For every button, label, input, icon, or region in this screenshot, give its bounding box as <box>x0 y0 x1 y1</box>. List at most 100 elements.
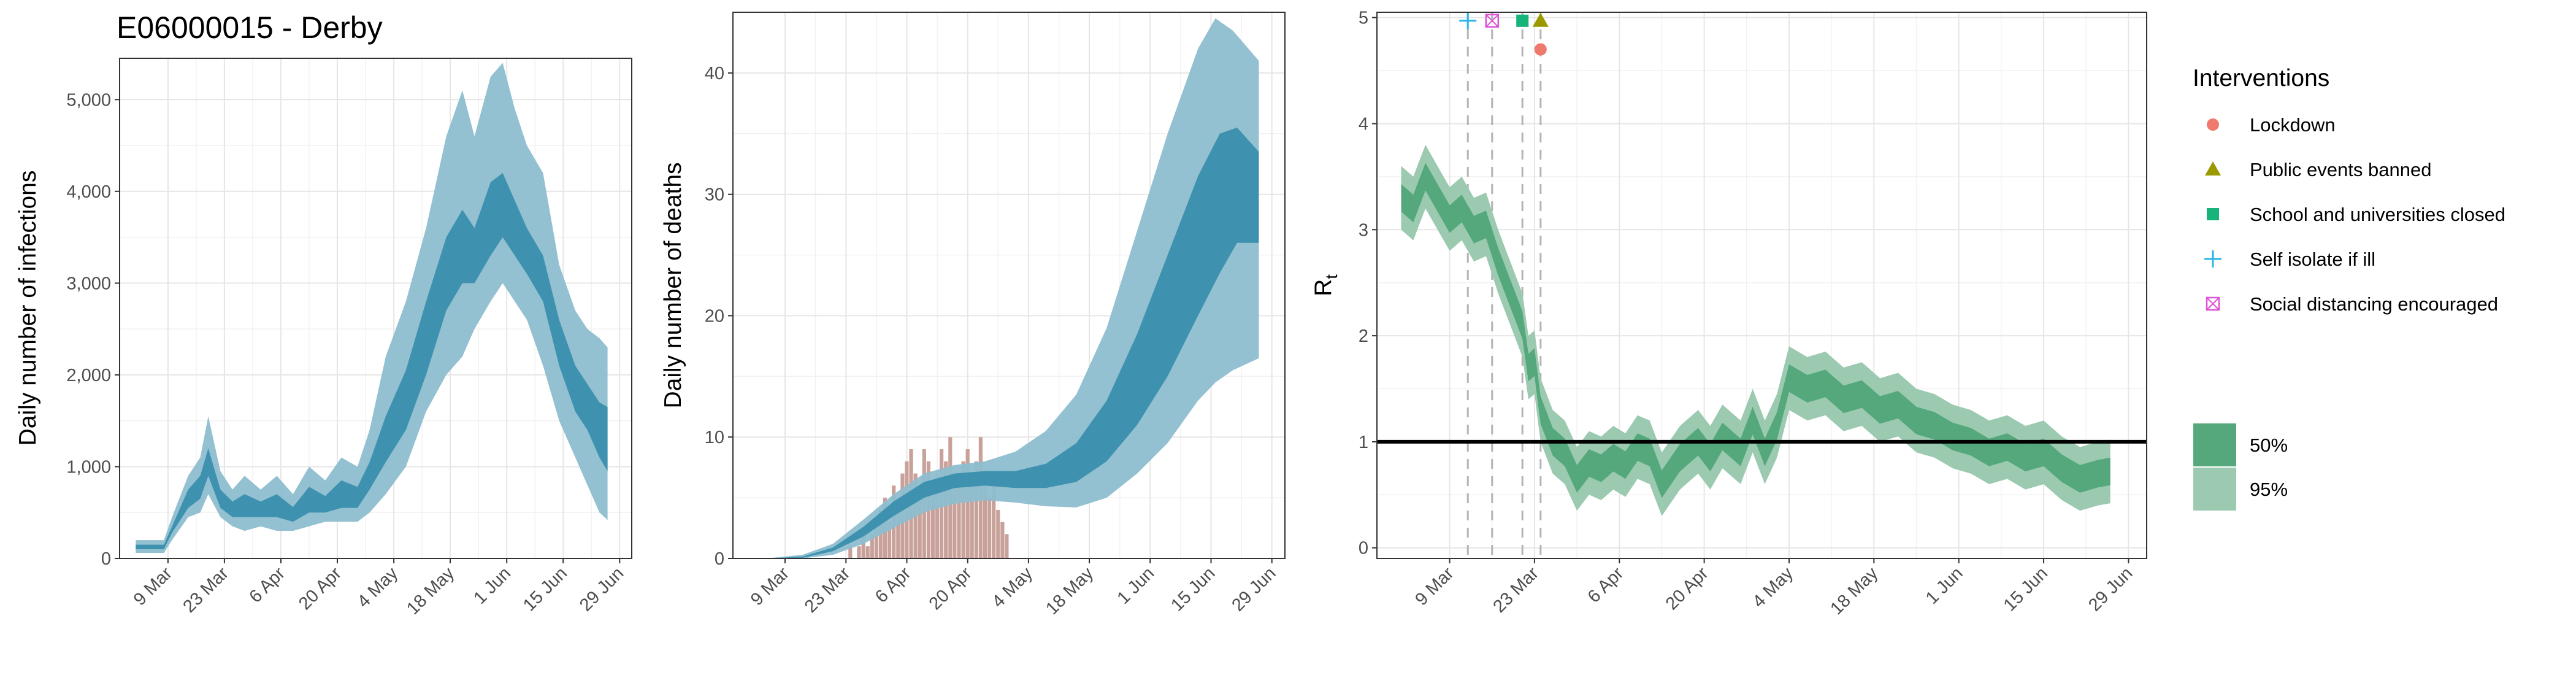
deaths-bar <box>935 473 940 558</box>
y-tick-label: 2 <box>1359 326 1368 346</box>
deaths-bar <box>983 485 987 558</box>
infections-x-ticks: 9 Mar 23 Mar 6 Apr 20 Apr 4 May 18 May 1 Jun 15… <box>130 558 627 619</box>
x-tick-label: 23 Mar <box>801 563 854 617</box>
page-title: E06000015 - Derby <box>117 10 383 45</box>
y-tick-label: 1 <box>1359 433 1368 452</box>
infections-y-ticks: 0 1,000 2,000 3,000 4,000 5,000 <box>66 90 120 569</box>
rt-band-50-area <box>1401 163 2110 498</box>
rt-y-axis-title-subscript: t <box>1322 274 1341 279</box>
deaths-bar <box>896 498 900 558</box>
x-tick-label: 15 Jun <box>2000 563 2052 615</box>
x-tick-label: 18 May <box>403 563 458 619</box>
deaths-bar <box>870 534 874 558</box>
deaths-x-ticks: 9 Mar 23 Mar 6 Apr 20 Apr 4 May 18 May 1 Jun 15… <box>747 558 1280 619</box>
deaths-bar <box>953 473 957 558</box>
deaths-bar <box>974 461 978 558</box>
deaths-y-axis-title: Daily number of deaths <box>660 162 686 408</box>
marker-self-isolate <box>1459 12 1477 29</box>
deaths-panel: 0 10 20 30 40 9 Mar 23 Mar 6 Apr 20 Apr 4 May 18 … <box>660 12 1286 619</box>
y-tick-label: 30 <box>705 185 724 205</box>
legend-social-distancing-icon <box>2206 296 2220 311</box>
deaths-bar <box>944 461 948 558</box>
x-tick-label: 6 Apr <box>245 563 289 607</box>
deaths-bar <box>857 546 861 558</box>
infections-panel: 0 1,000 2,000 3,000 4,000 5,000 9 Mar 23 Mar 6 … <box>15 58 632 619</box>
legend-band-swatch <box>2193 468 2236 511</box>
marker-lockdown <box>1534 43 1547 56</box>
deaths-bar <box>865 546 870 558</box>
x-tick-label: 9 Mar <box>1411 563 1457 609</box>
legend-band-swatch <box>2193 423 2236 466</box>
deaths-bar <box>970 473 974 558</box>
x-tick-label: 15 Jun <box>519 563 571 615</box>
deaths-bar <box>1005 534 1009 558</box>
legend-label: Social distancing encouraged <box>2250 293 2498 315</box>
legend: Interventions Lockdown Public events bann… <box>2193 65 2505 511</box>
x-tick-label: 20 Apr <box>1662 563 1712 614</box>
x-tick-label: 6 Apr <box>872 563 915 607</box>
rt-panel: 0 1 2 3 4 5 9 Mar 23 Mar 6 Apr 20 Apr 4 May 18 May… <box>1310 9 2147 619</box>
deaths-bar <box>930 485 935 558</box>
x-tick-label: 4 May <box>354 563 402 612</box>
infections-panel-border <box>119 58 632 559</box>
band-50-area <box>772 127 1259 558</box>
deaths-bar <box>961 461 965 558</box>
y-tick-label: 3,000 <box>66 274 111 293</box>
legend-label: Lockdown <box>2250 114 2336 136</box>
legend-label: Self isolate if ill <box>2250 249 2375 270</box>
y-tick-label: 40 <box>705 64 724 83</box>
rt-y-axis-title: Rt <box>1310 274 1341 296</box>
infections-y-axis-title: Daily number of infections <box>15 171 41 446</box>
deaths-band-50 <box>772 127 1259 558</box>
legend-item: School and universities closed <box>2207 204 2505 225</box>
intervention-markers <box>1459 12 1549 56</box>
x-tick-label: 29 Jun <box>576 563 627 615</box>
legend-band-label: 95% <box>2250 479 2288 500</box>
y-tick-label: 1,000 <box>66 458 111 477</box>
band-50-area <box>136 172 608 549</box>
y-tick-label: 4 <box>1359 115 1368 134</box>
y-tick-label: 5,000 <box>66 90 111 110</box>
x-tick-label: 1 Jun <box>1113 563 1158 608</box>
legend-title: Interventions <box>2193 65 2329 91</box>
rt-y-axis-title-main: R <box>1310 279 1336 296</box>
marker-public-events <box>1532 12 1549 27</box>
legend-schools-icon <box>2207 208 2219 220</box>
x-tick-label: 1 Jun <box>1922 563 1967 608</box>
x-tick-label: 18 May <box>1827 563 1882 619</box>
intervention-date-lines <box>1466 12 1542 558</box>
legend-item: Public events banned <box>2205 159 2431 180</box>
marker-schools <box>1516 14 1529 27</box>
y-tick-label: 3 <box>1359 220 1368 240</box>
x-tick-label: 4 May <box>1749 563 1797 612</box>
x-tick-label: 18 May <box>1042 563 1097 619</box>
x-tick-label: 23 Mar <box>1489 563 1543 617</box>
y-tick-label: 0 <box>101 549 111 569</box>
legend-item: Self isolate if ill <box>2204 249 2375 270</box>
x-tick-label: 15 Jun <box>1167 563 1219 615</box>
rt-x-ticks: 9 Mar 23 Mar 6 Apr 20 Apr 4 May 18 May 1 Jun 15… <box>1411 558 2136 619</box>
x-tick-label: 4 May <box>988 563 1037 612</box>
deaths-bar <box>965 449 970 558</box>
deaths-bar <box>957 485 961 558</box>
x-tick-label: 29 Jun <box>2085 563 2136 615</box>
y-tick-label: 0 <box>1359 539 1368 558</box>
x-tick-label: 23 Mar <box>179 563 232 617</box>
legend-band-label: 50% <box>2250 434 2288 456</box>
legend-lockdown-icon <box>2207 118 2219 131</box>
legend-band-item: 95% <box>2193 468 2288 511</box>
legend-band-item: 50% <box>2193 423 2288 466</box>
legend-label: School and universities closed <box>2250 204 2505 225</box>
legend-item: Lockdown <box>2207 114 2336 136</box>
y-tick-label: 20 <box>705 306 724 326</box>
x-tick-label: 20 Apr <box>295 563 345 614</box>
y-tick-label: 4,000 <box>66 182 111 202</box>
legend-bands: 50% 95% <box>2193 423 2288 511</box>
legend-label: Public events banned <box>2250 159 2431 180</box>
x-tick-label: 1 Jun <box>470 563 515 608</box>
deaths-bar <box>992 473 996 558</box>
y-tick-label: 0 <box>715 549 724 569</box>
deaths-bar <box>874 522 878 558</box>
y-tick-label: 2,000 <box>66 366 111 385</box>
